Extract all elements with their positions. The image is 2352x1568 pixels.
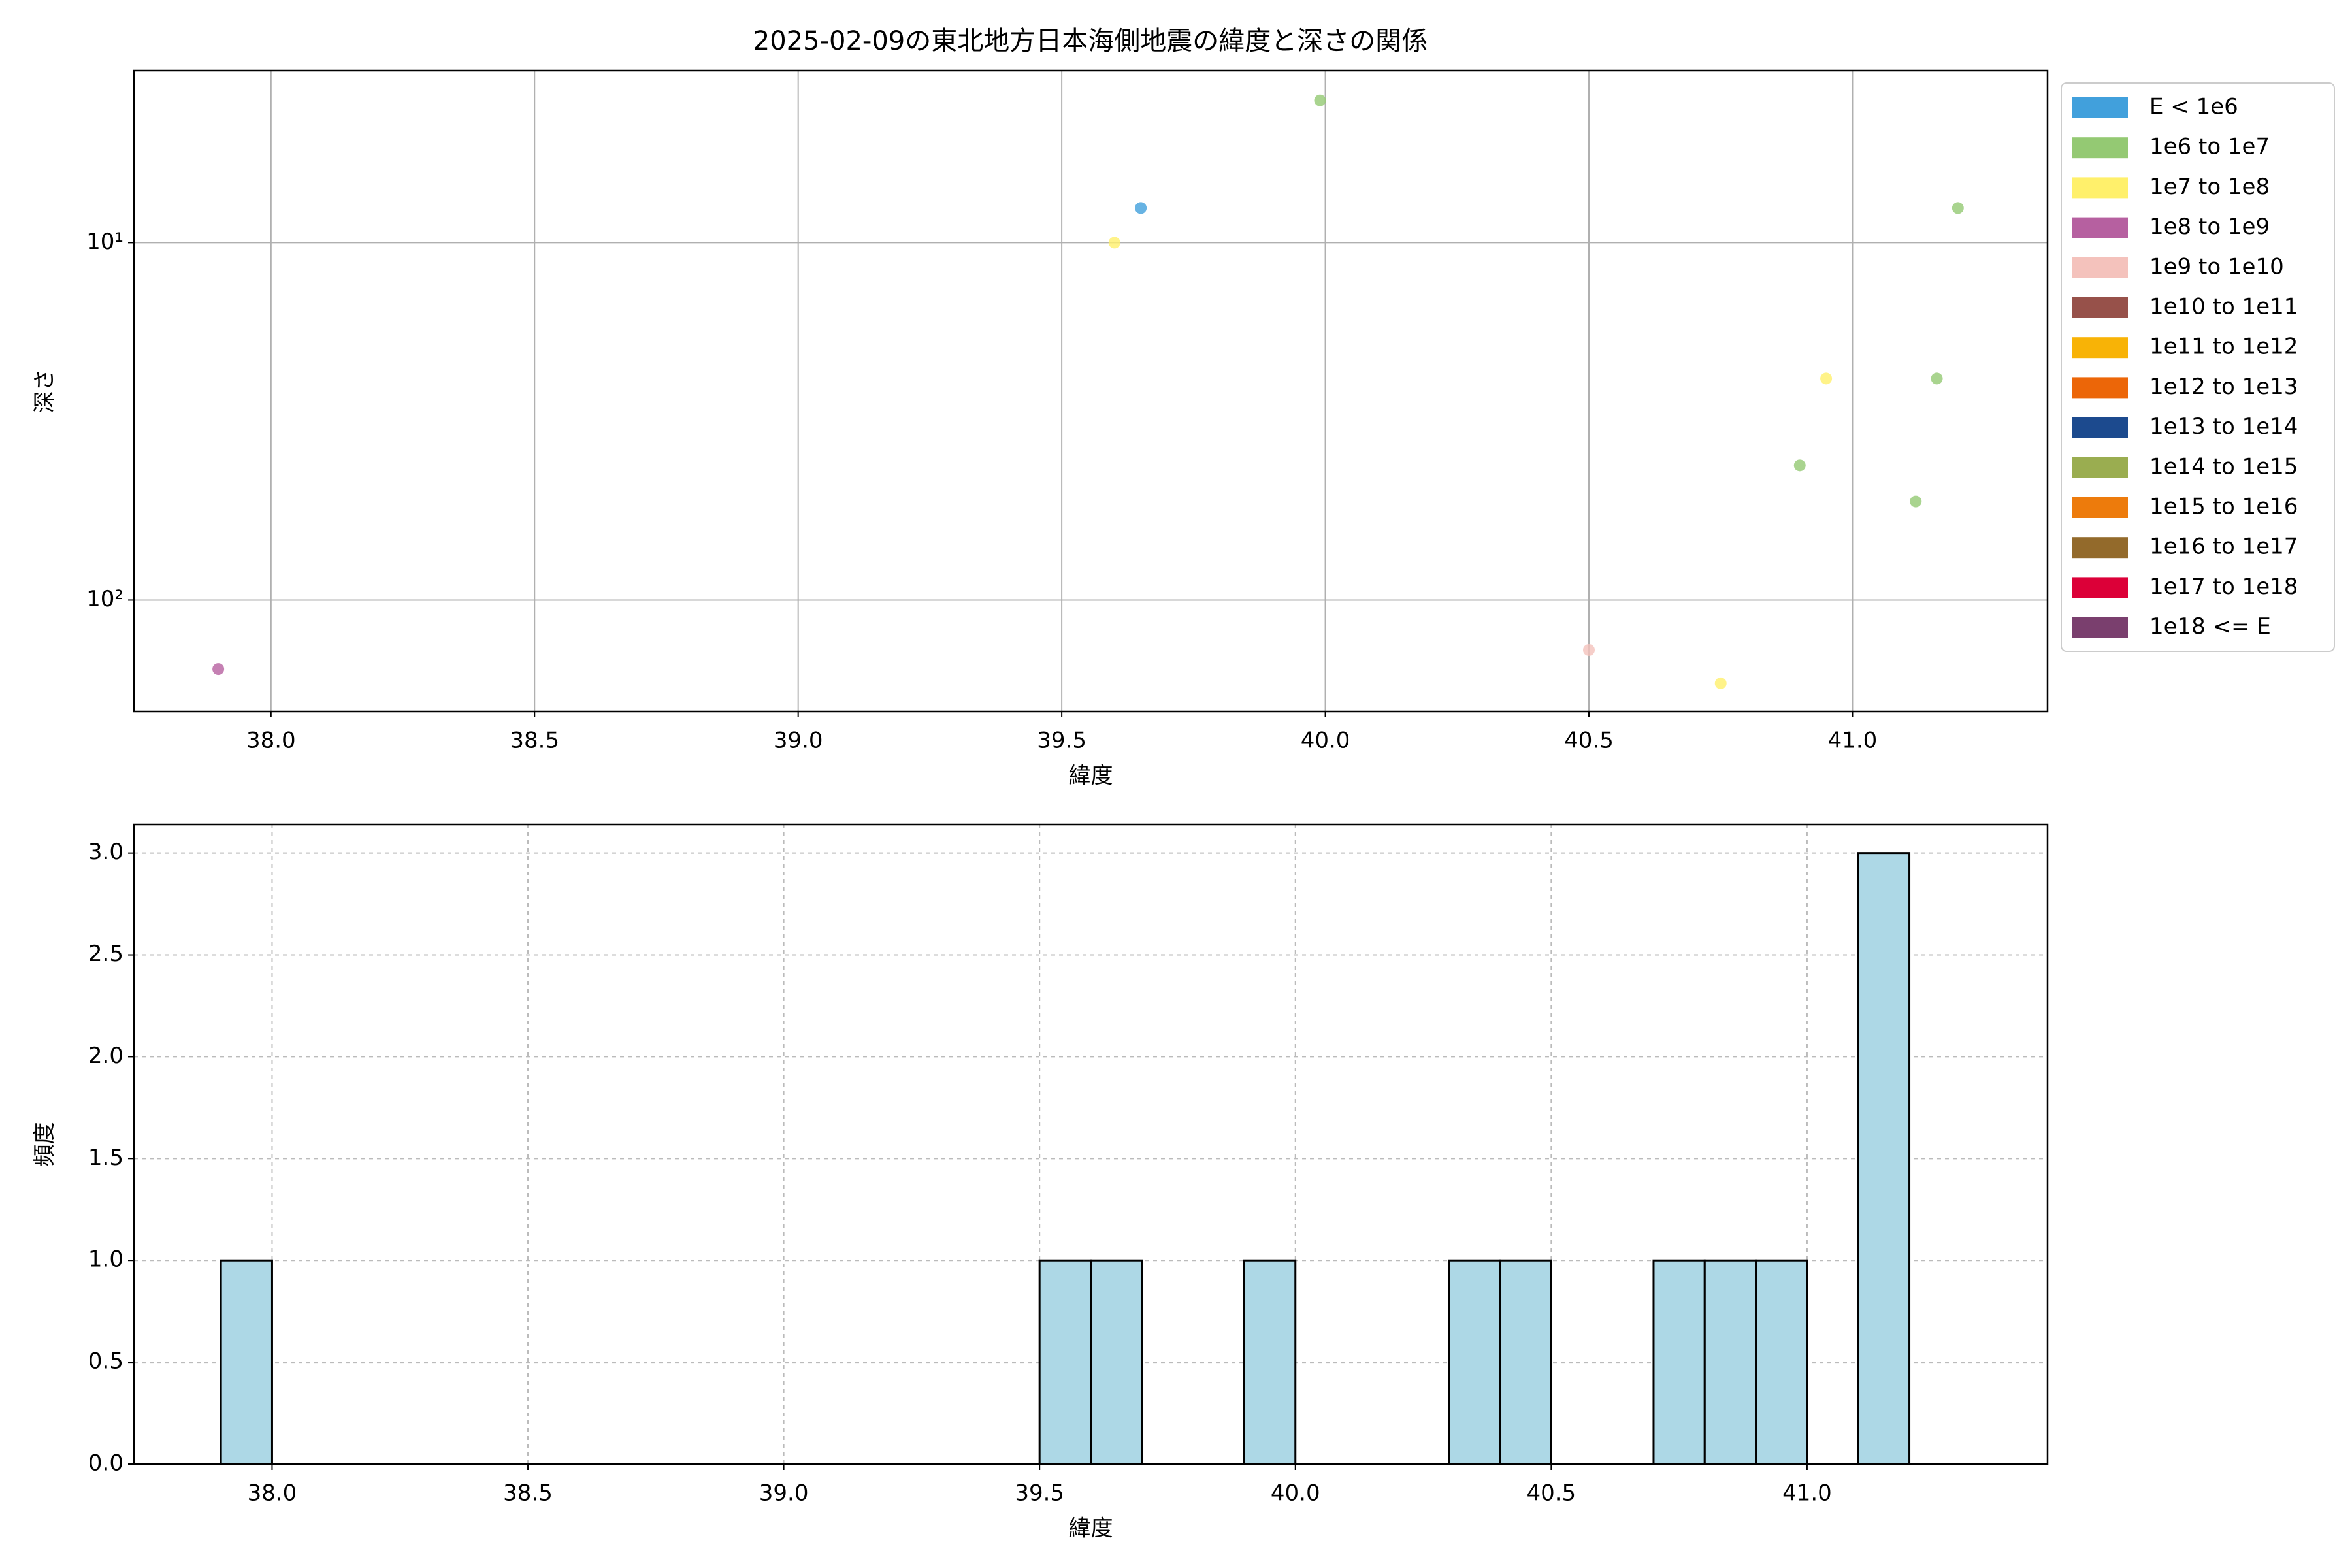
point	[1314, 94, 1326, 106]
point	[1910, 495, 1922, 508]
y-tick-label: 2.5	[88, 941, 123, 967]
y-tick-label: 10²	[86, 586, 123, 612]
legend-label: 1e18 <= E	[2149, 613, 2271, 640]
point	[1820, 372, 1833, 385]
chart-title: 2025-02-09の東北地方日本海側地震の緯度と深さの関係	[753, 26, 1428, 56]
y-tick-label: 0.5	[88, 1348, 123, 1375]
point	[1108, 237, 1120, 249]
y-axis-label: 頻度	[32, 1122, 58, 1167]
legend-label: 1e15 to 1e16	[2149, 494, 2298, 520]
legend-swatch	[2072, 377, 2128, 399]
x-tick-label: 39.0	[774, 728, 823, 754]
x-tick-label: 41.0	[1828, 728, 1878, 754]
x-tick-label: 40.0	[1271, 1480, 1320, 1507]
point	[212, 663, 225, 676]
y-tick-label: 1.5	[88, 1145, 123, 1171]
legend-swatch	[2072, 177, 2128, 199]
point	[1135, 202, 1147, 214]
x-tick-label: 39.5	[1037, 728, 1086, 754]
legend-swatch	[2072, 577, 2128, 598]
bar	[220, 1259, 273, 1465]
legend-label: 1e6 to 1e7	[2149, 134, 2270, 160]
y-tick-label: 2.0	[88, 1043, 123, 1069]
bar	[1755, 1259, 1808, 1465]
legend-swatch	[2072, 537, 2128, 559]
legend-swatch	[2072, 97, 2128, 118]
legend-label: 1e14 to 1e15	[2149, 453, 2298, 480]
legend-label: 1e10 to 1e11	[2149, 294, 2298, 320]
bar	[1243, 1259, 1297, 1465]
x-tick-label: 40.0	[1301, 728, 1350, 754]
bar	[1652, 1259, 1706, 1465]
legend-swatch	[2072, 257, 2128, 278]
point	[1583, 644, 1595, 656]
bar	[1090, 1259, 1143, 1465]
bar	[1499, 1259, 1552, 1465]
legend-swatch	[2072, 497, 2128, 518]
legend-swatch	[2072, 337, 2128, 359]
legend-swatch	[2072, 217, 2128, 238]
x-tick-label: 40.5	[1564, 728, 1614, 754]
bar	[1448, 1259, 1501, 1465]
y-tick-label: 3.0	[88, 839, 123, 865]
x-tick-label: 39.5	[1015, 1480, 1064, 1507]
point	[1952, 202, 1964, 214]
legend-label: 1e9 to 1e10	[2149, 253, 2284, 280]
y-tick-label: 0.0	[88, 1450, 123, 1477]
legend-label: 1e7 to 1e8	[2149, 174, 2270, 200]
legend-swatch	[2072, 617, 2128, 638]
legend-label: E < 1e6	[2149, 94, 2238, 120]
x-tick-label: 40.5	[1526, 1480, 1576, 1507]
x-tick-label: 41.0	[1782, 1480, 1832, 1507]
legend-label: 1e13 to 1e14	[2149, 414, 2298, 440]
legend-label: 1e16 to 1e17	[2149, 534, 2298, 560]
legend-label: 1e8 to 1e9	[2149, 214, 2270, 240]
point	[1931, 372, 1943, 385]
x-tick-label: 39.0	[759, 1480, 809, 1507]
x-tick-label: 38.0	[246, 728, 296, 754]
legend-swatch	[2072, 137, 2128, 159]
x-axis-label: 緯度	[1069, 1516, 1113, 1542]
x-tick-label: 38.0	[248, 1480, 297, 1507]
legend-box	[2061, 82, 2335, 652]
legend-swatch	[2072, 297, 2128, 318]
x-tick-label: 38.5	[510, 728, 559, 754]
legend-label: 1e17 to 1e18	[2149, 574, 2298, 600]
x-axis-label: 緯度	[1069, 763, 1113, 789]
plot-frame	[133, 69, 2049, 713]
legend-label: 1e12 to 1e13	[2149, 374, 2298, 400]
bar	[1857, 852, 1911, 1465]
bar	[1038, 1259, 1092, 1465]
legend-swatch	[2072, 457, 2128, 478]
point	[1714, 677, 1727, 689]
y-tick-label: 10¹	[86, 229, 123, 255]
plot-frame	[133, 823, 2049, 1465]
y-tick-label: 1.0	[88, 1247, 123, 1273]
legend-swatch	[2072, 417, 2128, 438]
x-tick-label: 38.5	[503, 1480, 553, 1507]
legend-label: 1e11 to 1e12	[2149, 334, 2298, 360]
y-axis-label: 深さ	[32, 369, 58, 414]
bar	[1703, 1259, 1757, 1465]
point	[1793, 459, 1806, 472]
